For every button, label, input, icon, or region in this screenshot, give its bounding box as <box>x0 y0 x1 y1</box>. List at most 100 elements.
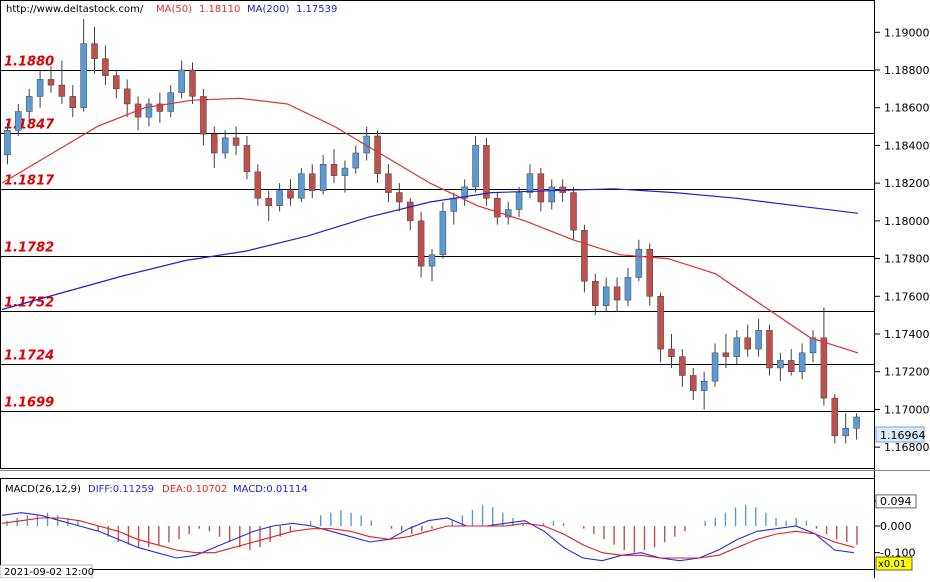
ma200-value: 1.17539 <box>296 4 337 15</box>
candle-bear <box>102 58 109 76</box>
candle-bull <box>221 137 229 154</box>
candle-bull <box>25 96 33 112</box>
candle-bull <box>439 211 447 256</box>
moving-averages <box>1 97 859 354</box>
last-price-tag <box>875 426 925 443</box>
candle-bull <box>635 248 643 278</box>
candle-bear <box>254 171 262 199</box>
candle-bull <box>167 92 174 112</box>
macd-scale-readout: x0.01 <box>878 559 906 570</box>
candle-bear <box>613 286 621 301</box>
candle-bear <box>406 201 414 222</box>
candle-bull <box>515 192 523 210</box>
macd-scale-readout-box <box>875 556 913 571</box>
macd-top-tick-box <box>875 494 917 509</box>
candle-bull <box>842 428 849 437</box>
candle-bear <box>744 337 751 350</box>
candle-bear <box>592 280 599 306</box>
candle-bear <box>570 192 577 231</box>
macd-indicator <box>1 504 858 562</box>
candle-bear <box>200 96 207 135</box>
price-axis-tick-label: 1.18600 <box>884 102 930 115</box>
ma200-line <box>1 188 859 311</box>
source-url: http://www.deltastock.com/ <box>6 4 144 15</box>
candle-bear <box>91 43 98 59</box>
candle-bear <box>417 220 425 267</box>
candle-bull <box>700 380 708 391</box>
candle-bull <box>450 197 458 212</box>
candle-bear <box>766 329 773 369</box>
candle-bear <box>58 84 66 97</box>
candle-bear <box>330 164 338 176</box>
candle-bull <box>319 164 327 191</box>
candle-bull <box>428 254 436 267</box>
macd-axis-tick-label: -0.100 <box>880 547 915 560</box>
candle-bull <box>363 135 370 154</box>
candle-bull <box>341 167 349 176</box>
candle-bear <box>668 348 675 357</box>
candle-bear <box>189 69 196 97</box>
candle-bull <box>36 79 44 97</box>
candle-bull <box>602 286 610 306</box>
candle-bear <box>123 88 131 105</box>
candle-bear <box>787 360 795 372</box>
candle-bull <box>276 190 283 207</box>
macd-title: MACD(26,12,9) <box>5 484 81 495</box>
candle-bull <box>809 337 817 354</box>
candle-bull <box>352 152 360 169</box>
price-axis-tick-label: 1.19000 <box>884 26 930 39</box>
candle-bull <box>298 173 305 199</box>
candle-bear <box>537 173 545 203</box>
candle-bull <box>504 209 512 218</box>
price-axis-tick-label: 1.18800 <box>884 64 930 77</box>
candle-bull <box>526 173 534 193</box>
candle-bear <box>646 248 653 297</box>
level-label: 1.1880 <box>4 55 54 70</box>
candle-bear <box>722 352 730 357</box>
candle-bear <box>69 96 77 108</box>
date-label: 2021-09-02 12:00 <box>4 567 94 578</box>
price-axis-tick-label: 1.17400 <box>884 328 930 341</box>
candles <box>4 19 860 444</box>
level-label: 1.1752 <box>4 296 54 311</box>
level-label: 1.1699 <box>4 396 54 411</box>
macd-dea-line <box>1 517 855 559</box>
candle-bear <box>690 375 697 391</box>
candle-bull <box>798 352 806 372</box>
macd-dea-label: DEA:0.10702 <box>162 484 227 495</box>
candle-bull <box>145 103 153 118</box>
candle-bear <box>679 356 686 376</box>
price-axis-tick-label: 1.17000 <box>884 403 930 416</box>
candle-bear <box>243 145 251 173</box>
candle-bear <box>232 137 240 146</box>
price-axis-tick-label: 1.18000 <box>884 215 930 228</box>
price-axis-tick-label: 1.17200 <box>884 366 930 379</box>
macd-axis-tick-label: 0.094 <box>880 495 912 508</box>
price-axis: 1.19000 1.18800 1.18600 1.18400 1.18200 1.180… <box>875 26 930 454</box>
candle-bull <box>4 130 11 156</box>
last-price-value: 1.16964 <box>880 429 926 442</box>
price-axis-tick-label: 1.18200 <box>884 177 930 190</box>
candle-bear <box>287 190 294 199</box>
candle-bull <box>777 360 784 369</box>
candle-bear <box>309 173 316 191</box>
macd-axis-tick-label: 0.000 <box>880 520 912 533</box>
candle-bear <box>396 192 403 203</box>
candle-bear <box>211 133 218 154</box>
candle-bull <box>548 186 555 203</box>
ma50-value: 1.18110 <box>199 4 240 15</box>
candle-bear <box>113 75 120 90</box>
candle-bear <box>374 135 381 174</box>
candle-bear <box>156 103 164 112</box>
candle-bull <box>178 69 185 93</box>
macd-axis: 0.094 0.000 -0.100 <box>875 494 917 560</box>
candle-bull <box>472 145 479 188</box>
candle-bull <box>15 111 22 131</box>
macd-diff-line <box>1 512 855 562</box>
candle-bear <box>820 337 828 399</box>
candle-bear <box>47 79 55 86</box>
candle-bear <box>494 197 501 218</box>
candle-bull <box>755 329 762 350</box>
